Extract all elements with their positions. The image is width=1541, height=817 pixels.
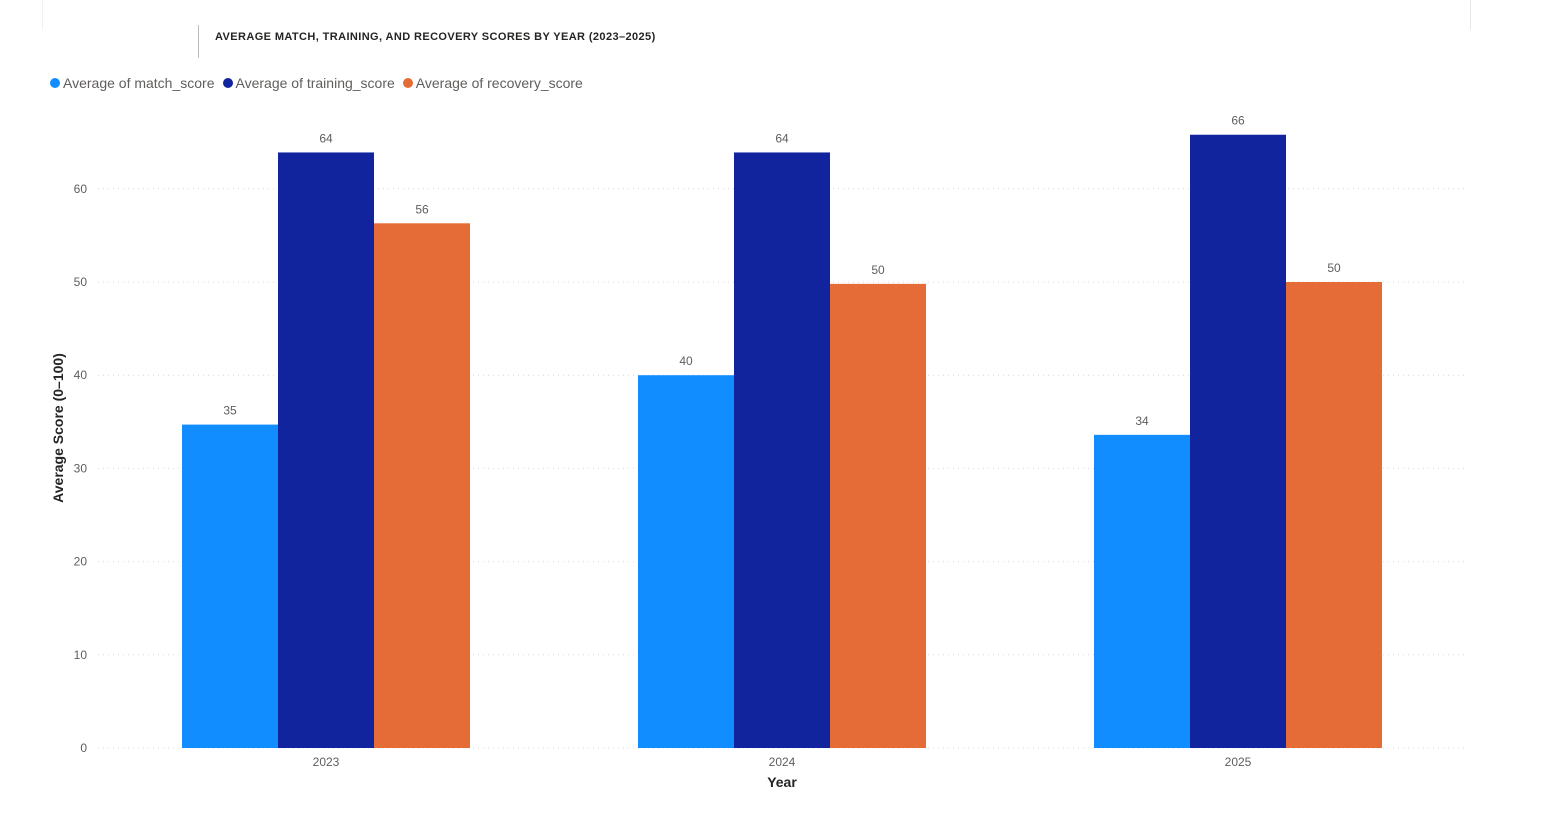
y-tick-label: 40: [74, 368, 88, 382]
y-axis-title: Average Score (0–100): [50, 353, 66, 503]
legend-dot-icon: [402, 78, 413, 88]
y-tick-label: 30: [74, 461, 88, 475]
y-tick-label: 10: [74, 648, 88, 662]
y-tick-label: 60: [74, 182, 88, 196]
data-label: 34: [1135, 414, 1149, 428]
data-label: 66: [1231, 114, 1245, 128]
y-tick-label: 20: [74, 555, 88, 569]
legend-label: Average of recovery_score: [415, 75, 583, 91]
bar-2025-1[interactable]: [1190, 134, 1286, 748]
legend-item-training[interactable]: Average of training_score: [222, 75, 395, 91]
x-tick-label: 2024: [769, 755, 796, 769]
data-label: 64: [775, 131, 789, 145]
x-tick-label: 2025: [1225, 755, 1252, 769]
legend-label: Average of match_score: [63, 75, 215, 91]
legend-item-recovery[interactable]: Average of recovery_score: [402, 75, 583, 91]
data-label: 64: [319, 131, 333, 145]
legend-label: Average of training_score: [235, 75, 395, 91]
data-label: 56: [415, 202, 429, 216]
bar-2023-2[interactable]: [374, 223, 470, 748]
x-axis-title: Year: [767, 774, 797, 790]
data-label: 35: [223, 404, 237, 418]
visual-frame-right: [1470, 0, 1471, 30]
legend-dot-icon: [222, 78, 233, 88]
data-label: 50: [1327, 261, 1341, 275]
bar-2024-1[interactable]: [734, 152, 830, 748]
title-divider: [198, 25, 199, 58]
data-label: 40: [679, 354, 693, 368]
bar-2023-0[interactable]: [182, 424, 278, 748]
y-tick-label: 50: [74, 275, 88, 289]
legend: Average of match_score Average of traini…: [50, 75, 591, 91]
visual-frame-left: [42, 0, 43, 30]
bar-2024-2[interactable]: [830, 283, 926, 748]
bar-2025-0[interactable]: [1094, 434, 1190, 748]
legend-dot-icon: [50, 78, 60, 88]
legend-item-match[interactable]: Average of match_score: [50, 75, 215, 91]
bar-2024-0[interactable]: [638, 375, 734, 748]
bar-2025-2[interactable]: [1286, 282, 1382, 748]
bar-2023-1[interactable]: [278, 152, 374, 748]
chart-title: AVERAGE MATCH, TRAINING, AND RECOVERY SC…: [215, 31, 656, 43]
x-tick-label: 2023: [313, 755, 340, 769]
data-label: 50: [871, 263, 885, 277]
y-tick-label: 0: [80, 741, 87, 755]
